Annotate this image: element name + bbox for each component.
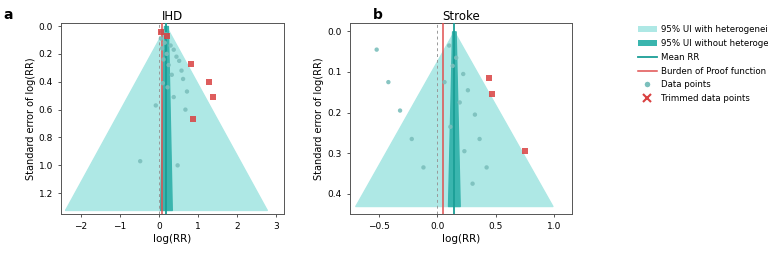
Point bbox=[462, 88, 474, 92]
X-axis label: log(RR): log(RR) bbox=[154, 234, 192, 244]
Point bbox=[166, 73, 178, 77]
Point bbox=[173, 59, 185, 63]
Point bbox=[171, 163, 184, 167]
Point bbox=[134, 159, 147, 163]
Title: IHD: IHD bbox=[162, 10, 184, 23]
Point bbox=[167, 95, 180, 99]
Point bbox=[157, 57, 170, 61]
Point bbox=[164, 43, 177, 47]
Point bbox=[457, 72, 469, 76]
Point bbox=[443, 44, 455, 48]
Point bbox=[417, 165, 429, 170]
Point bbox=[154, 36, 167, 41]
Point bbox=[163, 63, 175, 67]
Point bbox=[446, 64, 458, 68]
Point bbox=[454, 100, 466, 104]
Point bbox=[150, 103, 162, 108]
Point bbox=[156, 46, 168, 50]
Point bbox=[519, 149, 531, 153]
Point bbox=[185, 62, 197, 66]
Point bbox=[450, 56, 462, 60]
Point bbox=[444, 125, 456, 129]
Point bbox=[466, 182, 478, 186]
Point bbox=[170, 55, 183, 59]
Point bbox=[157, 29, 169, 34]
Point bbox=[370, 47, 382, 52]
Point bbox=[159, 41, 171, 45]
Point bbox=[473, 137, 485, 141]
Point bbox=[486, 92, 498, 96]
Point bbox=[382, 80, 395, 84]
Point bbox=[167, 48, 180, 52]
Point bbox=[458, 149, 471, 153]
Point bbox=[160, 32, 172, 36]
Point bbox=[175, 69, 187, 73]
Point bbox=[187, 117, 200, 122]
Point bbox=[207, 95, 219, 99]
Title: Stroke: Stroke bbox=[442, 10, 480, 23]
Point bbox=[468, 112, 481, 117]
Y-axis label: Standard error of log(RR): Standard error of log(RR) bbox=[26, 57, 36, 180]
Point bbox=[180, 90, 193, 94]
Point bbox=[203, 80, 215, 84]
Point bbox=[394, 109, 406, 113]
Text: a: a bbox=[4, 8, 13, 22]
X-axis label: log(RR): log(RR) bbox=[442, 234, 480, 244]
Legend: 95% UI with heterogeneity, 95% UI without heterogeneity, Mean RR, Burden of Proo: 95% UI with heterogeneity, 95% UI withou… bbox=[637, 24, 768, 105]
Point bbox=[161, 52, 173, 56]
Point bbox=[177, 77, 189, 81]
Point bbox=[481, 165, 493, 170]
Point bbox=[157, 81, 169, 85]
Point bbox=[179, 108, 191, 112]
Point bbox=[406, 137, 418, 141]
Text: b: b bbox=[372, 8, 382, 22]
Point bbox=[439, 80, 451, 84]
Point bbox=[483, 76, 495, 80]
Point bbox=[161, 35, 174, 39]
Y-axis label: Standard error of log(RR): Standard error of log(RR) bbox=[314, 57, 324, 180]
Point bbox=[154, 29, 167, 34]
Point bbox=[161, 85, 174, 89]
Point bbox=[161, 34, 174, 38]
